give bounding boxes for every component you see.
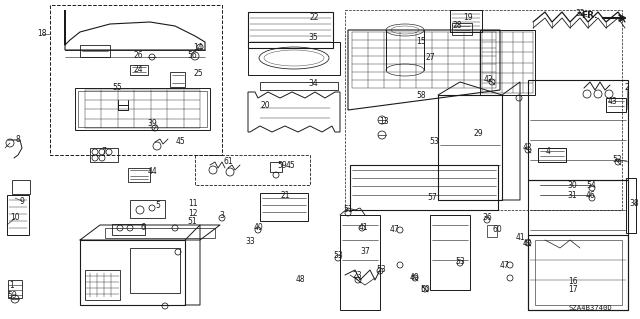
Text: 53: 53 bbox=[429, 137, 439, 145]
Bar bbox=[270, 162, 282, 172]
Bar bbox=[170, 72, 185, 87]
Text: 28: 28 bbox=[452, 20, 461, 29]
Bar bbox=[606, 98, 626, 112]
Text: 42: 42 bbox=[522, 143, 532, 152]
Text: 47: 47 bbox=[390, 225, 400, 234]
Text: 42: 42 bbox=[522, 239, 532, 248]
Text: 3: 3 bbox=[220, 211, 225, 219]
Text: 15: 15 bbox=[416, 38, 426, 47]
Bar bbox=[248, 12, 333, 48]
Text: 17: 17 bbox=[568, 286, 578, 294]
Text: 34: 34 bbox=[308, 78, 318, 87]
Text: 16: 16 bbox=[568, 277, 578, 286]
Bar bbox=[12, 180, 30, 194]
Text: FR.: FR. bbox=[582, 11, 598, 19]
Text: 48: 48 bbox=[295, 275, 305, 284]
Text: 9: 9 bbox=[20, 197, 24, 205]
Text: 8: 8 bbox=[15, 135, 20, 144]
Text: 10: 10 bbox=[10, 213, 20, 222]
Text: 54: 54 bbox=[586, 181, 596, 189]
Text: 29: 29 bbox=[473, 129, 483, 137]
Text: 52: 52 bbox=[612, 154, 622, 164]
Bar bbox=[8, 280, 22, 298]
Text: 44: 44 bbox=[148, 167, 158, 176]
Text: 26: 26 bbox=[133, 50, 143, 60]
Text: 45: 45 bbox=[175, 137, 185, 146]
Text: 46: 46 bbox=[586, 191, 596, 201]
Bar bbox=[528, 80, 628, 180]
Text: 14: 14 bbox=[193, 42, 203, 51]
Text: 21: 21 bbox=[280, 190, 290, 199]
Bar bbox=[7, 195, 29, 235]
Text: 53: 53 bbox=[376, 265, 386, 275]
Bar bbox=[130, 248, 180, 293]
Text: 1: 1 bbox=[10, 280, 14, 290]
Text: 19: 19 bbox=[463, 13, 473, 23]
Text: 55: 55 bbox=[112, 84, 122, 93]
Text: 40: 40 bbox=[253, 224, 263, 233]
Text: 32: 32 bbox=[575, 10, 585, 19]
Text: 6: 6 bbox=[141, 224, 145, 233]
Text: 30: 30 bbox=[567, 181, 577, 189]
Text: 41: 41 bbox=[358, 224, 368, 233]
Text: 50: 50 bbox=[420, 285, 430, 293]
Text: 38: 38 bbox=[629, 198, 639, 207]
Text: SZA4B3740D: SZA4B3740D bbox=[568, 305, 612, 311]
Text: 39: 39 bbox=[147, 118, 157, 128]
Text: 41: 41 bbox=[515, 234, 525, 242]
Text: 2: 2 bbox=[625, 84, 629, 93]
Text: 13: 13 bbox=[379, 116, 389, 125]
Text: 51: 51 bbox=[187, 218, 197, 226]
Text: 43: 43 bbox=[607, 98, 617, 107]
Bar bbox=[350, 165, 498, 210]
Text: 18: 18 bbox=[37, 29, 47, 39]
Text: 20: 20 bbox=[260, 101, 270, 110]
Text: 27: 27 bbox=[425, 54, 435, 63]
Text: 4: 4 bbox=[545, 147, 550, 157]
Text: 58: 58 bbox=[416, 91, 426, 100]
Text: 60: 60 bbox=[492, 225, 502, 234]
Bar bbox=[450, 10, 482, 32]
Text: 24: 24 bbox=[133, 64, 143, 73]
Bar bbox=[480, 30, 535, 95]
Text: 57: 57 bbox=[427, 194, 437, 203]
Text: 36: 36 bbox=[482, 213, 492, 222]
Text: 42: 42 bbox=[483, 76, 493, 85]
Text: 53: 53 bbox=[333, 250, 343, 259]
Text: 45: 45 bbox=[285, 160, 295, 169]
Bar bbox=[452, 23, 472, 35]
Text: 31: 31 bbox=[567, 191, 577, 201]
Bar bbox=[528, 180, 628, 310]
Bar bbox=[80, 45, 110, 57]
Text: 37: 37 bbox=[360, 247, 370, 256]
Text: 53: 53 bbox=[455, 256, 465, 265]
Bar bbox=[487, 225, 497, 237]
Text: 49: 49 bbox=[410, 273, 420, 283]
Bar bbox=[260, 193, 308, 221]
Text: 56: 56 bbox=[187, 50, 197, 60]
Text: 33: 33 bbox=[245, 238, 255, 247]
Bar bbox=[538, 148, 566, 162]
Text: 61: 61 bbox=[223, 158, 233, 167]
Text: 25: 25 bbox=[193, 70, 203, 78]
Text: 5: 5 bbox=[156, 201, 161, 210]
Text: 22: 22 bbox=[309, 13, 319, 23]
Bar bbox=[130, 65, 148, 75]
Bar bbox=[626, 178, 636, 233]
Text: 59: 59 bbox=[277, 160, 287, 169]
Text: 59: 59 bbox=[7, 291, 17, 300]
Text: 51: 51 bbox=[343, 205, 353, 214]
Bar bbox=[128, 168, 150, 182]
Text: 35: 35 bbox=[308, 33, 318, 42]
Text: 47: 47 bbox=[500, 261, 510, 270]
Text: 12: 12 bbox=[188, 210, 198, 219]
Text: 7: 7 bbox=[102, 147, 106, 157]
Text: 11: 11 bbox=[188, 199, 198, 209]
Text: 23: 23 bbox=[352, 271, 362, 280]
